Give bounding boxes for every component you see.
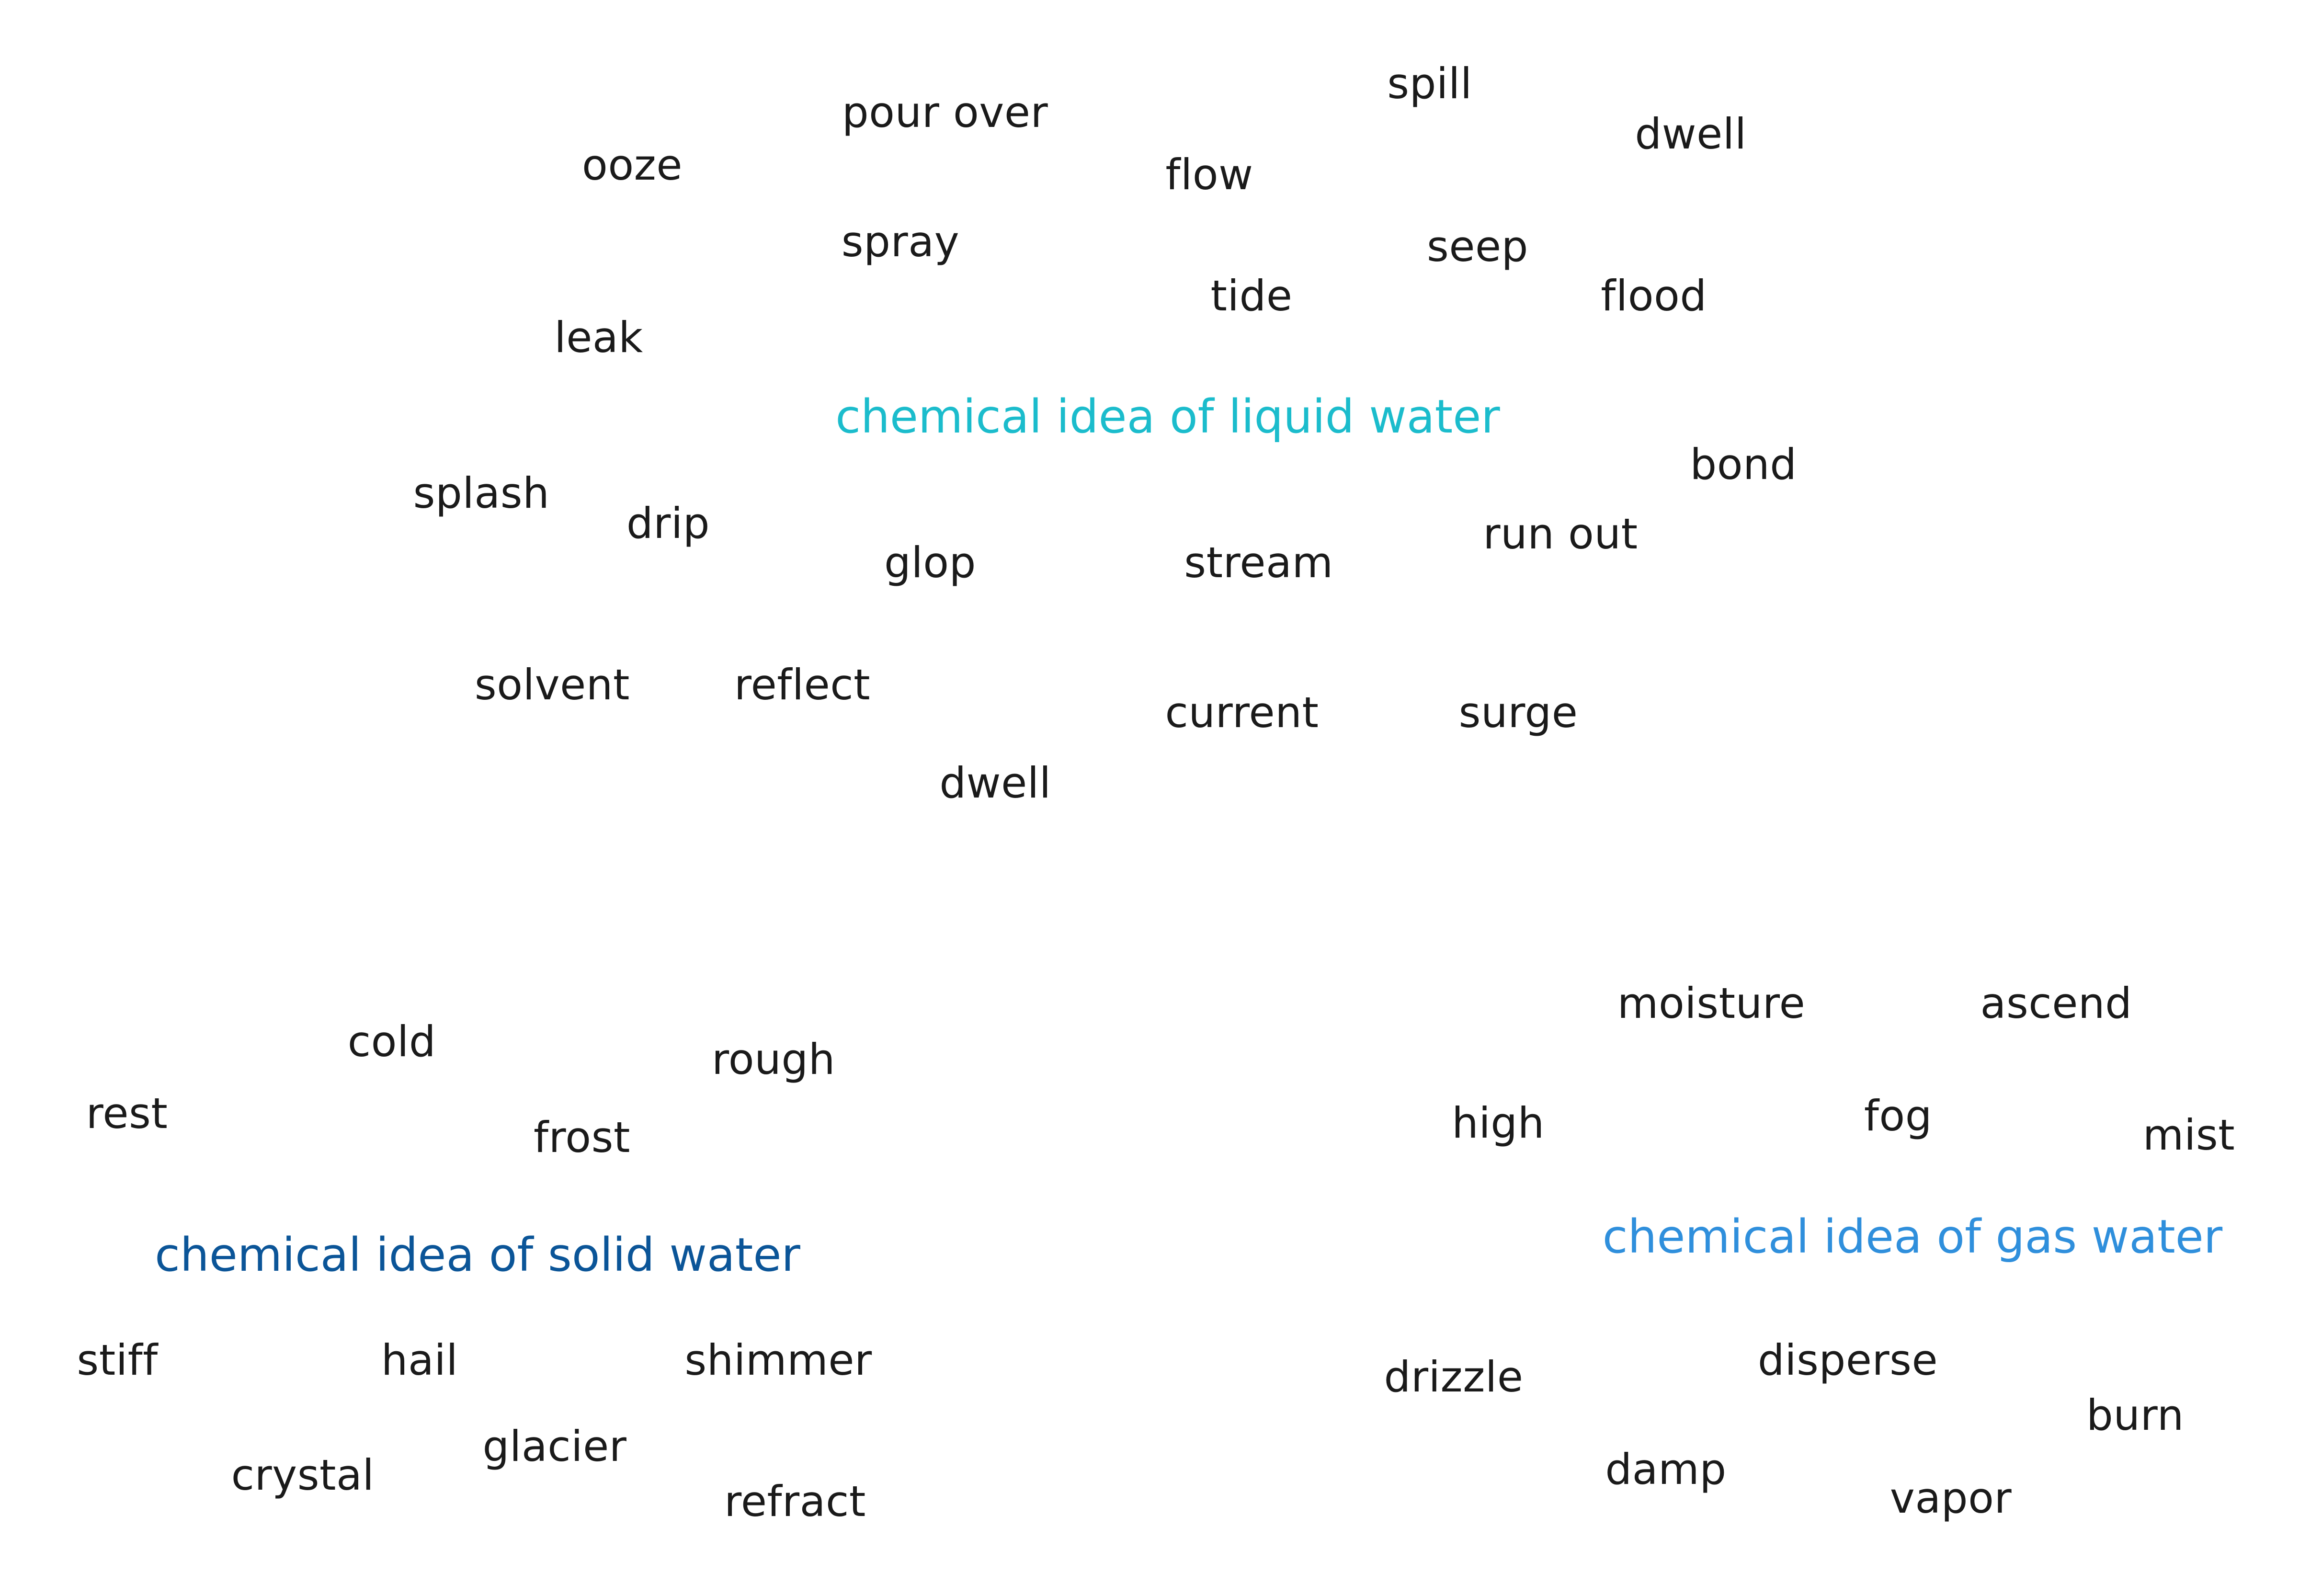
word-liquid-drip: drip (626, 499, 710, 548)
word-liquid-surge: surge (1458, 688, 1578, 737)
word-liquid-splash: splash (413, 468, 550, 518)
word-solid-rest: rest (86, 1089, 168, 1138)
word-liquid-reflect: reflect (734, 660, 871, 709)
word-liquid-run-out: run out (1483, 509, 1638, 559)
cluster-label-liquid: chemical idea of liquid water (835, 390, 1500, 444)
word-solid-frost: frost (534, 1113, 630, 1162)
word-gas-high: high (1452, 1098, 1545, 1148)
word-gas-ascend: ascend (1980, 979, 2132, 1028)
word-solid-refract: refract (724, 1477, 866, 1526)
word-gas-drizzle: drizzle (1384, 1352, 1524, 1402)
cluster-label-solid: chemical idea of solid water (155, 1228, 800, 1282)
word-liquid-stream: stream (1184, 538, 1333, 587)
word-liquid-leak: leak (554, 313, 643, 362)
word-liquid-flow: flow (1165, 150, 1253, 199)
word-gas-moisture: moisture (1617, 979, 1806, 1028)
word-gas-burn: burn (2086, 1391, 2185, 1440)
word-liquid-ooze: ooze (581, 140, 683, 190)
word-liquid-dwell-bottom: dwell (939, 758, 1051, 808)
word-gas-mist: mist (2142, 1110, 2235, 1160)
cluster-label-gas: chemical idea of gas water (1602, 1210, 2223, 1264)
word-solid-crystal: crystal (231, 1450, 375, 1500)
word-gas-damp: damp (1605, 1445, 1727, 1494)
word-solid-stiff: stiff (77, 1335, 158, 1385)
word-gas-disperse: disperse (1757, 1335, 1938, 1385)
word-liquid-tide: tide (1210, 271, 1293, 320)
word-solid-rough: rough (712, 1035, 835, 1084)
word-liquid-spill: spill (1387, 59, 1472, 108)
word-liquid-seep: seep (1427, 222, 1528, 271)
word-solid-glacier: glacier (482, 1422, 627, 1471)
word-liquid-pour-over: pour over (842, 88, 1048, 137)
word-liquid-glop: glop (884, 538, 977, 587)
word-liquid-dwell-top: dwell (1635, 109, 1747, 159)
word-liquid-current: current (1165, 688, 1319, 737)
word-liquid-flood: flood (1601, 271, 1707, 320)
word-solid-cold: cold (347, 1017, 436, 1066)
word-solid-hail: hail (381, 1335, 458, 1385)
word-liquid-spray: spray (841, 217, 960, 266)
word-gas-vapor: vapor (1889, 1473, 2012, 1523)
word-liquid-bond: bond (1690, 440, 1797, 489)
word-solid-shimmer: shimmer (684, 1335, 872, 1385)
word-gas-fog: fog (1864, 1091, 1933, 1140)
word-liquid-solvent: solvent (474, 660, 630, 709)
